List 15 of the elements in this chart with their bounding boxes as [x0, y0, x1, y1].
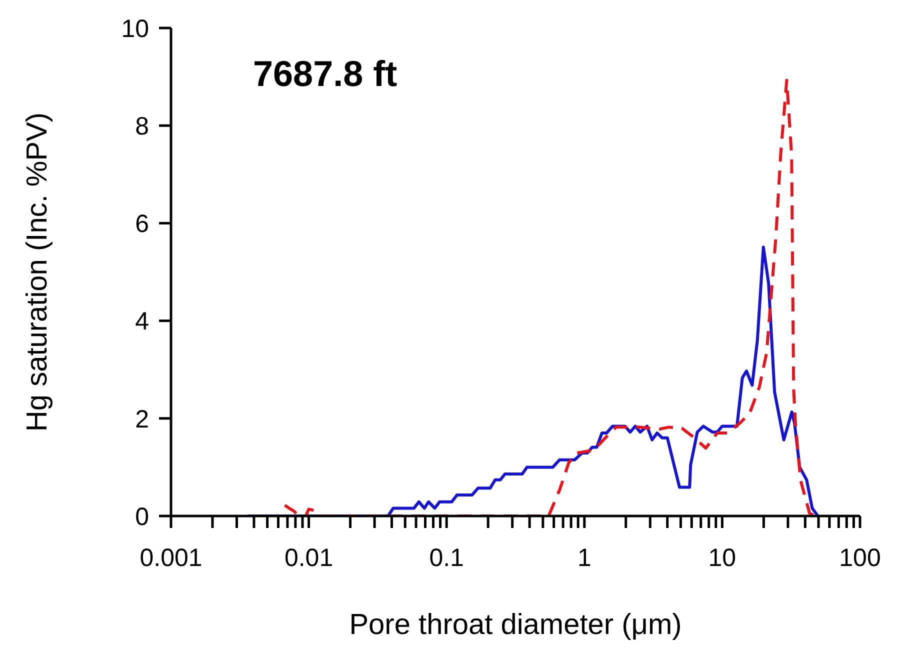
text: 7687.8 ft — [253, 53, 398, 94]
y-tick-label: 6 — [135, 210, 149, 238]
x-tick-label: 0.001 — [140, 544, 202, 572]
y-tick-label: 10 — [121, 14, 149, 43]
y-axis-title: Hg saturation (Inc. %PV) — [21, 112, 54, 432]
x-axis-title: Pore throat diameter (μm) — [349, 609, 682, 641]
x-tick-label: 0.1 — [429, 544, 464, 572]
x-tick-label: 0.01 — [284, 544, 334, 572]
x-tick-label: 10 — [708, 544, 736, 572]
y-tick-label: 4 — [135, 308, 150, 336]
y-tick-label: 8 — [135, 112, 149, 140]
x-tick-label: 1 — [577, 544, 592, 572]
x-tick-label: 100 — [839, 544, 881, 572]
y-tick-label: 0 — [135, 502, 149, 531]
y-tick-label: 2 — [135, 405, 149, 434]
